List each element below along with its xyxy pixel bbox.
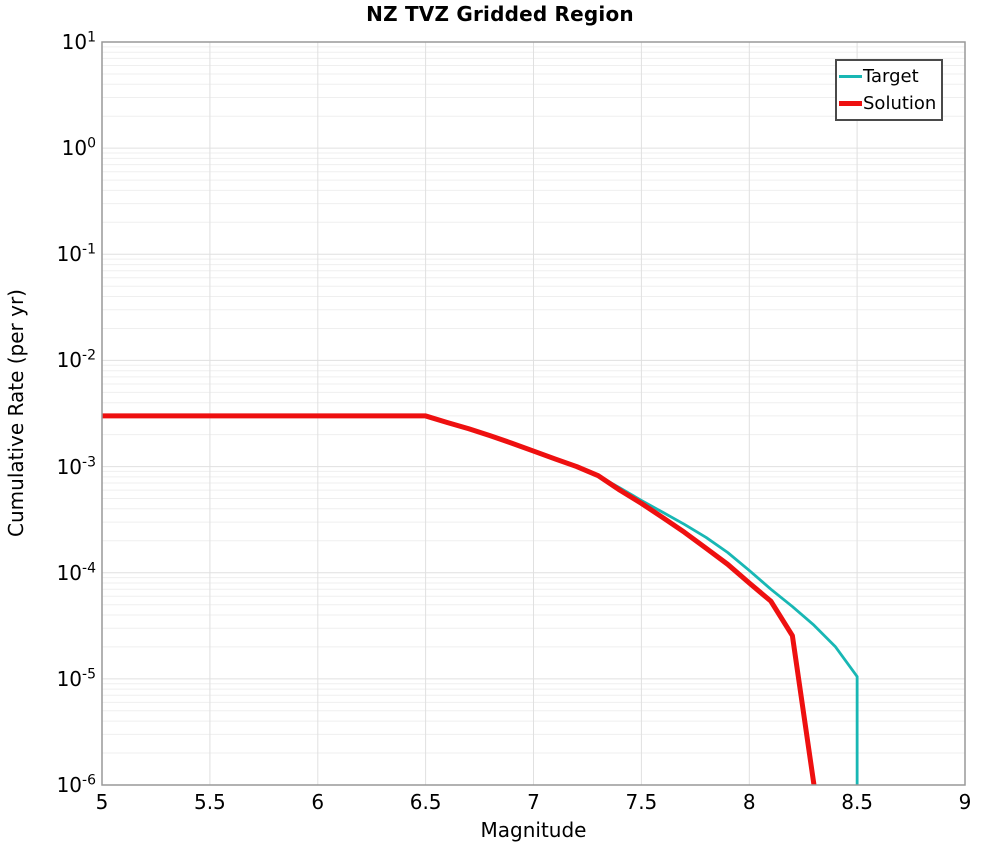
x-tick-label: 7.5 — [625, 790, 658, 814]
solution-line-swatch — [839, 101, 862, 106]
legend-entry-target: Target — [839, 66, 939, 87]
x-tick-label: 6 — [311, 790, 325, 814]
x-tick-label: 8 — [742, 790, 756, 814]
y-tick-label: 10-6 — [56, 772, 96, 797]
x-axis-label: Magnitude — [480, 818, 587, 842]
legend: Target Solution — [835, 59, 943, 121]
y-tick-label: 10-3 — [56, 453, 96, 479]
legend-entry-solution: Solution — [839, 93, 939, 114]
y-tick-label: 101 — [61, 29, 96, 54]
x-tick-label: 9 — [958, 790, 972, 814]
x-tick-label: 8.5 — [841, 790, 874, 814]
legend-label-solution: Solution — [863, 93, 937, 114]
y-tick-label: 10-4 — [56, 560, 96, 585]
x-tick-label: 6.5 — [409, 790, 442, 814]
x-tick-label: 5.5 — [193, 790, 226, 814]
x-tick-label: 7 — [527, 790, 540, 814]
target-line-swatch — [839, 75, 862, 78]
solution-series-line — [102, 413, 817, 785]
plot-border — [101, 41, 966, 786]
legend-label-target: Target — [863, 66, 919, 87]
y-tick-label: 10-2 — [56, 347, 96, 373]
y-tick-label: 10-5 — [56, 666, 96, 691]
y-tick-label: 100 — [61, 135, 96, 161]
y-axis-label: Cumulative Rate (per yr) — [4, 289, 28, 537]
y-tick-label: 10-1 — [56, 241, 96, 267]
x-tick-label: 5 — [95, 790, 109, 814]
chart-title: NZ TVZ Gridded Region — [366, 2, 634, 26]
